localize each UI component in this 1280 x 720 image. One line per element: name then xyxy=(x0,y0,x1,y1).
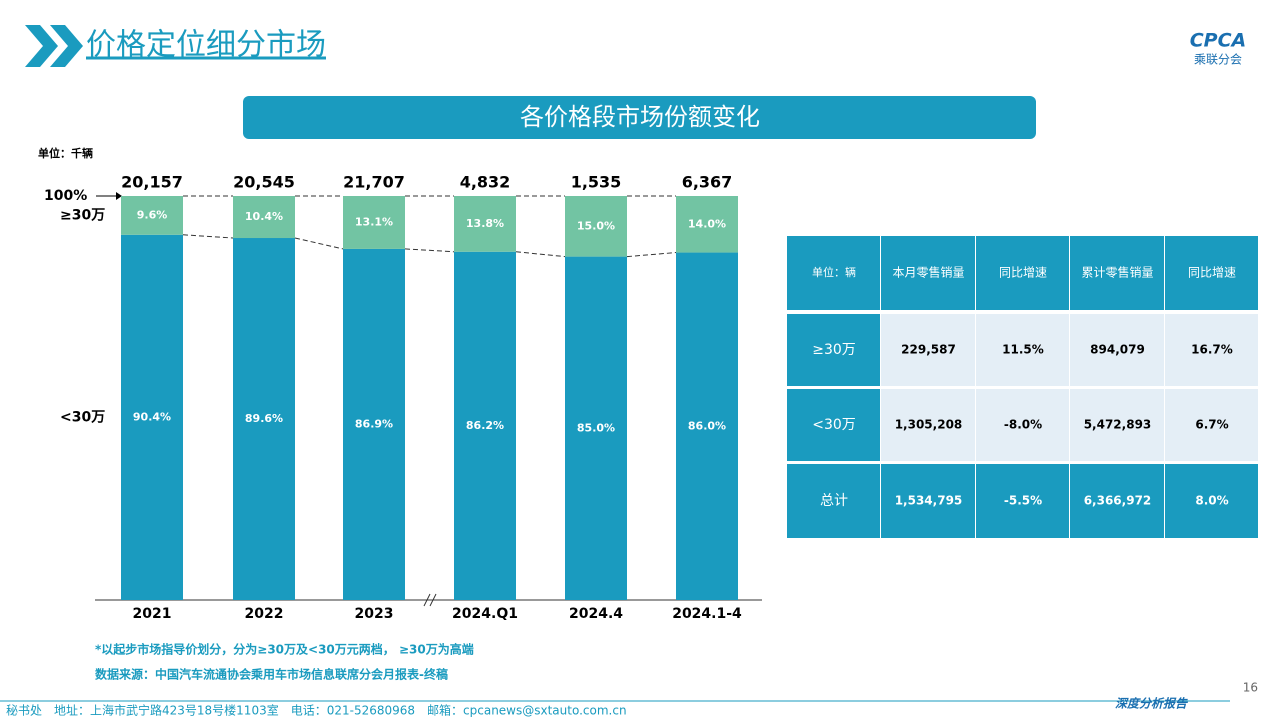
data-label: 85.0% xyxy=(577,421,615,434)
table-text: 同比增速 xyxy=(1188,266,1236,280)
logo: CPCA xyxy=(1190,30,1247,52)
table-text: 累计零售销量 xyxy=(1081,265,1153,280)
data-label: 13.8% xyxy=(466,217,504,230)
note: 数据来源：中国汽车流通协会乘用车市场信息联席分会月报表-终稿 xyxy=(95,667,448,682)
connector xyxy=(294,237,344,250)
table-text: 894,079 xyxy=(1090,343,1145,357)
table-text: 1,534,795 xyxy=(895,494,963,508)
bar-segment xyxy=(121,196,183,235)
table-cell xyxy=(787,236,880,310)
table-text: 16.7% xyxy=(1191,343,1233,357)
bar-segment xyxy=(565,256,627,600)
table-text: 11.5% xyxy=(1002,343,1044,357)
table-cell xyxy=(1165,314,1258,386)
bar-segment xyxy=(676,252,738,600)
table-text: 8.0% xyxy=(1195,494,1228,508)
table-cell xyxy=(881,314,975,386)
table-cell xyxy=(881,464,975,538)
table-cell xyxy=(976,464,1069,538)
axis-break xyxy=(423,593,437,607)
footer-tag: 深度分析报告 xyxy=(1115,697,1189,711)
table-cell xyxy=(1070,236,1164,310)
table-text: ≥30万 xyxy=(812,342,856,358)
table-text: 同比增速 xyxy=(999,266,1047,280)
data-label: 86.0% xyxy=(688,419,726,432)
table-text: 6,366,972 xyxy=(1084,494,1152,508)
header-chevrons xyxy=(25,25,83,67)
table-cell xyxy=(976,389,1069,461)
table-cell xyxy=(787,389,880,461)
total-label: 20,157 xyxy=(121,173,183,192)
data-label: 15.0% xyxy=(577,219,615,232)
table-text: 本月零售销量 xyxy=(892,265,964,280)
data-label: 86.2% xyxy=(466,419,504,432)
total-label: 1,535 xyxy=(571,173,622,192)
table-cell xyxy=(787,464,880,538)
total-label: 20,545 xyxy=(233,173,295,192)
page-number: 16 xyxy=(1243,681,1258,695)
connector xyxy=(182,234,234,239)
y-tick-label: 100% xyxy=(44,188,87,204)
table-cell xyxy=(1070,464,1164,538)
bar-segment xyxy=(676,196,738,253)
table-cell xyxy=(1165,389,1258,461)
data-label: 13.1% xyxy=(355,215,393,228)
footer-contact: 秘书处 地址：上海市武宁路423号18号楼1103室 电话：021-526809… xyxy=(6,703,627,718)
x-tick-label: 2022 xyxy=(245,606,284,622)
total-label: 6,367 xyxy=(682,173,733,192)
table-cell xyxy=(1165,236,1258,310)
connector xyxy=(626,252,677,258)
table-cell xyxy=(787,314,880,386)
unit-label: 单位：千辆 xyxy=(38,146,93,160)
data-label: 14.0% xyxy=(688,217,726,230)
series-label: ≥30万 xyxy=(60,207,105,223)
data-label: 10.4% xyxy=(245,210,283,223)
data-label: 89.6% xyxy=(245,412,283,425)
table-text: 6.7% xyxy=(1195,418,1228,432)
table-cell xyxy=(1070,314,1164,386)
note: *以起步市场指导价划分，分为≥30万及<30万元两档， ≥30万为高端 xyxy=(95,642,474,657)
table-text: 总计 xyxy=(820,493,848,509)
chart-title: 各价格段市场份额变化 xyxy=(520,103,760,131)
page-title: 价格定位细分市场 xyxy=(86,28,326,63)
x-tick-label: 2024.4 xyxy=(569,606,623,622)
bar-segment xyxy=(565,196,627,257)
table-cell xyxy=(976,314,1069,386)
table-text: <30万 xyxy=(812,417,856,433)
total-label: 21,707 xyxy=(343,173,405,192)
series-label: <30万 xyxy=(60,409,105,425)
data-label: 90.4% xyxy=(133,410,171,423)
table-text: 单位：辆 xyxy=(812,265,856,279)
connector xyxy=(515,251,566,258)
data-label: 9.6% xyxy=(137,208,168,221)
table-text: 5,472,893 xyxy=(1084,418,1152,432)
bar-segment xyxy=(121,234,183,600)
total-label: 4,832 xyxy=(460,173,511,192)
bar-segment xyxy=(454,196,516,252)
logo-sub: 乘联分会 xyxy=(1194,53,1242,67)
table-cell xyxy=(1070,389,1164,461)
bar-segment xyxy=(233,238,295,601)
table-text: 1,305,208 xyxy=(895,418,963,432)
x-tick-label: 2024.Q1 xyxy=(452,606,518,622)
chart-title-banner xyxy=(243,96,1036,139)
connector xyxy=(404,248,455,253)
x-tick-label: 2023 xyxy=(355,606,394,622)
bar-segment xyxy=(343,196,405,249)
table-cell xyxy=(881,389,975,461)
bar-segment xyxy=(454,251,516,600)
table-text: -8.0% xyxy=(1004,418,1042,432)
data-label: 86.9% xyxy=(355,417,393,430)
table-cell xyxy=(881,236,975,310)
table-text: -5.5% xyxy=(1004,494,1042,508)
x-tick-label: 2021 xyxy=(133,606,172,622)
y-tick-arrowhead xyxy=(116,192,122,200)
table-cell xyxy=(976,236,1069,310)
x-tick-label: 2024.1-4 xyxy=(672,606,742,622)
bar-segment xyxy=(343,248,405,600)
table-cell xyxy=(1165,464,1258,538)
bar-segment xyxy=(233,196,295,239)
table-text: 229,587 xyxy=(901,343,956,357)
